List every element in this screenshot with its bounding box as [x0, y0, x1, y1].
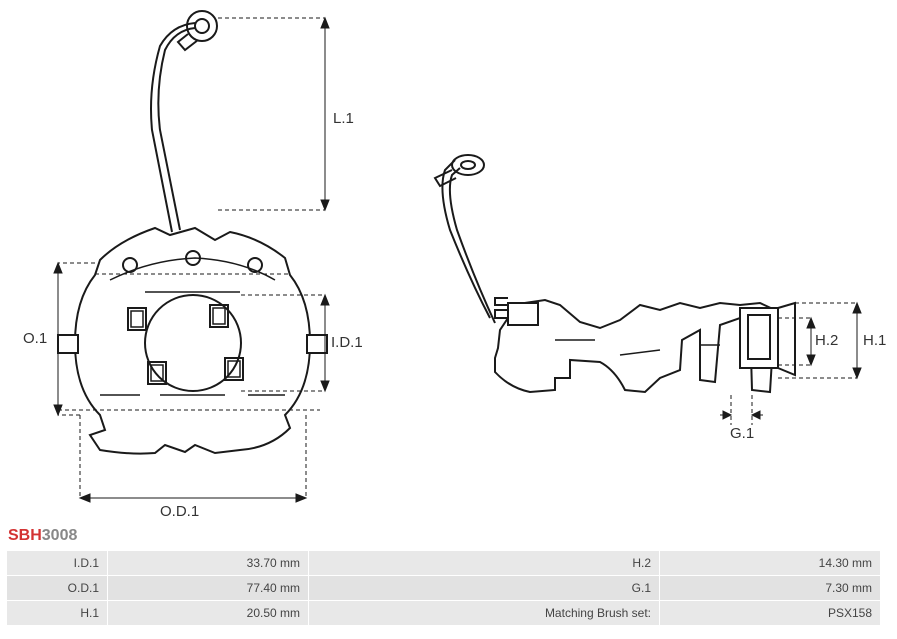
spec-value: PSX158: [660, 601, 880, 625]
spec-value: 77.40 mm: [108, 576, 308, 600]
spec-value: 20.50 mm: [108, 601, 308, 625]
table-row: H.1 20.50 mm Matching Brush set: PSX158: [7, 601, 880, 625]
spec-value: 33.70 mm: [108, 551, 308, 575]
dim-label-h2: H.2: [815, 332, 838, 349]
side-view: [435, 155, 795, 392]
dim-label-h1: H.1: [863, 332, 886, 349]
spec-table: I.D.1 33.70 mm H.2 14.30 mm O.D.1 77.40 …: [6, 550, 881, 626]
front-view: [58, 11, 327, 454]
spec-label: I.D.1: [7, 551, 107, 575]
spec-label: O.D.1: [7, 576, 107, 600]
technical-drawing: [0, 0, 897, 520]
dim-label-l1: L.1: [333, 110, 354, 127]
dim-label-od1: O.D.1: [160, 503, 199, 520]
spec-value: 7.30 mm: [660, 576, 880, 600]
part-prefix: SBH: [8, 527, 42, 544]
dim-label-o1: O.1: [23, 330, 47, 347]
spec-label: G.1: [309, 576, 659, 600]
spec-label: Matching Brush set:: [309, 601, 659, 625]
dim-label-id1: I.D.1: [331, 334, 363, 351]
part-suffix: 3008: [42, 527, 78, 544]
part-number: SBH3008: [8, 527, 77, 545]
diagram-area: L.1 O.1 I.D.1 O.D.1 H.2 H.1 G.1: [0, 0, 897, 520]
spec-label: H.2: [309, 551, 659, 575]
dim-label-g1: G.1: [730, 425, 754, 442]
spec-value: 14.30 mm: [660, 551, 880, 575]
spec-label: H.1: [7, 601, 107, 625]
table-row: I.D.1 33.70 mm H.2 14.30 mm: [7, 551, 880, 575]
table-row: O.D.1 77.40 mm G.1 7.30 mm: [7, 576, 880, 600]
